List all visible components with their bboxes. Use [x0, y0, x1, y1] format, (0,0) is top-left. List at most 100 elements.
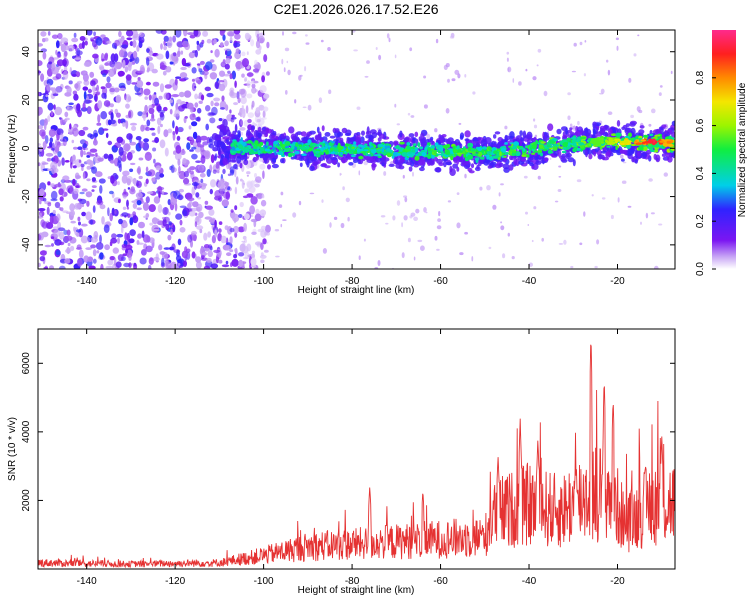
heatmap-cell	[276, 145, 280, 148]
heatmap-cell	[486, 185, 491, 191]
heatmap-cell	[195, 160, 202, 163]
heatmap-cell	[122, 170, 130, 176]
heatmap-cell	[132, 177, 137, 185]
heatmap-cell	[109, 160, 115, 164]
heatmap-cell	[411, 149, 416, 153]
heatmap-cell	[229, 249, 234, 253]
heatmap-cell	[195, 216, 200, 223]
heatmap-cell	[62, 210, 69, 213]
heatmap-cell	[78, 249, 84, 259]
heatmap-cell	[250, 257, 257, 266]
heatmap-cell	[168, 221, 172, 226]
heatmap-cell	[194, 221, 198, 228]
heatmap-cell	[241, 240, 246, 243]
heatmap-cell	[159, 139, 166, 149]
heatmap-cell	[87, 133, 93, 138]
heatmap-cell	[579, 41, 583, 46]
heatmap-cell	[250, 125, 256, 131]
heatmap-cell	[109, 241, 113, 247]
heatmap-cell	[159, 112, 165, 121]
heatmap-cell	[157, 185, 163, 195]
heatmap-cell	[59, 196, 64, 202]
heatmap-cell	[259, 85, 267, 94]
heatmap-cell	[50, 183, 55, 188]
heatmap-cell	[218, 221, 223, 226]
heatmap-cell	[86, 30, 93, 36]
heatmap-cell	[204, 200, 209, 205]
heatmap-cell	[610, 214, 614, 220]
heatmap-cell	[407, 112, 411, 116]
heatmap-cell	[232, 130, 237, 135]
heatmap-cell	[231, 70, 236, 80]
heatmap-cell	[601, 197, 606, 200]
heatmap-cell	[533, 118, 536, 122]
heatmap-cell	[51, 66, 59, 75]
heatmap-cell	[148, 204, 156, 213]
heatmap-cell	[92, 258, 97, 264]
snr-x-ticks: -140 -120 -100 -80 -60 -40 -20	[77, 329, 625, 587]
heatmap-cell	[171, 94, 180, 98]
heatmap-cell	[457, 73, 461, 79]
heatmap-cell	[533, 124, 538, 129]
x-tick-label: -140	[77, 576, 97, 587]
heatmap-cell	[164, 147, 169, 157]
heatmap-cell	[547, 123, 554, 131]
heatmap-cell	[462, 162, 467, 166]
heatmap-cell	[220, 235, 227, 244]
heatmap-cell	[68, 102, 74, 106]
heatmap-cell	[39, 188, 45, 197]
heatmap-cell	[321, 125, 325, 132]
heatmap-cell	[449, 165, 453, 173]
heatmap-cell	[90, 236, 98, 243]
heatmap-cell	[484, 137, 492, 144]
heatmap-cell	[403, 215, 408, 221]
heatmap-cell	[244, 153, 248, 162]
heatmap-cell	[129, 217, 134, 226]
heatmap-cell	[246, 129, 251, 137]
heatmap-cell	[63, 229, 68, 235]
heatmap-cell	[420, 245, 425, 251]
heatmap-cell	[128, 262, 132, 268]
heatmap-cell	[241, 73, 245, 78]
heatmap-cell	[90, 244, 97, 249]
heatmap-cell	[216, 169, 220, 174]
heatmap-cell	[51, 243, 54, 247]
heatmap-cell	[234, 205, 238, 211]
heatmap-cell	[230, 116, 237, 120]
heatmap-cell	[401, 252, 405, 259]
heatmap-cell	[355, 136, 361, 145]
heatmap-cell	[266, 41, 270, 49]
heatmap-cell	[239, 126, 246, 131]
heatmap-cell	[654, 265, 659, 269]
heatmap-cell	[648, 138, 653, 144]
heatmap-cell	[279, 141, 283, 147]
heatmap-cell	[189, 136, 194, 141]
heatmap-cell	[615, 146, 619, 150]
heatmap-cell	[86, 178, 91, 182]
heatmap-cell	[75, 175, 81, 179]
heatmap-cell	[90, 219, 93, 225]
heatmap-cell	[316, 126, 320, 133]
heatmap-cell	[156, 53, 164, 60]
heatmap-cell	[363, 149, 369, 152]
heatmap-cell	[206, 169, 211, 177]
heatmap-cell	[106, 76, 111, 83]
heatmap-cell	[118, 218, 123, 225]
heatmap-cell	[574, 131, 581, 137]
heatmap-cell	[594, 148, 599, 153]
heatmap-cell	[366, 126, 370, 135]
heatmap-cell	[229, 73, 233, 80]
heatmap-cell	[401, 222, 403, 228]
heatmap-cell	[189, 166, 196, 171]
heatmap-cell	[450, 155, 454, 161]
heatmap-cell	[212, 147, 219, 152]
heatmap-cell	[592, 121, 597, 127]
heatmap-cell	[132, 40, 137, 48]
heatmap-cell	[489, 162, 494, 166]
heatmap-cell	[536, 64, 539, 67]
heatmap-cell	[630, 143, 636, 147]
heatmap-cell	[210, 263, 219, 269]
heatmap-cell	[83, 255, 90, 263]
heatmap-cell	[614, 138, 618, 144]
heatmap-cell	[42, 51, 47, 60]
